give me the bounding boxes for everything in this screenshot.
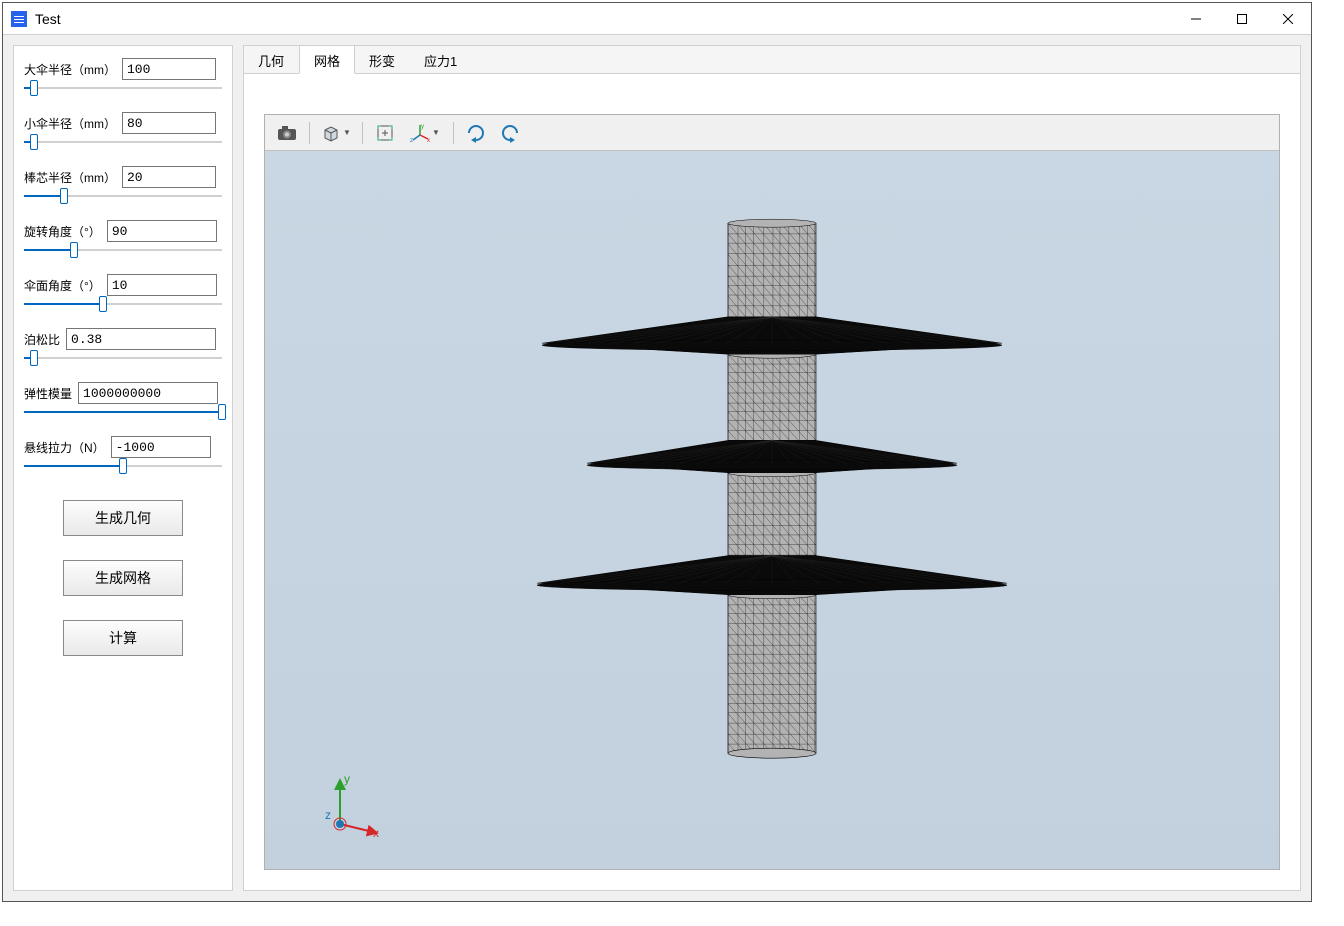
svg-text:y: y xyxy=(421,124,424,130)
axis-triad: y x z xyxy=(315,769,385,839)
param-input[interactable] xyxy=(111,436,211,458)
param-slider[interactable] xyxy=(24,300,222,308)
param-label: 棒芯半径（mm） xyxy=(24,169,116,186)
chevron-down-icon: ▼ xyxy=(432,128,440,137)
view-3d: ▼ x y z ▼ xyxy=(264,114,1280,870)
param-1: 小伞半径（mm） xyxy=(24,112,222,146)
svg-text:z: z xyxy=(325,808,331,822)
gen-geometry-button[interactable]: 生成几何 xyxy=(63,500,183,536)
param-input[interactable] xyxy=(122,112,216,134)
param-label: 大伞半径（mm） xyxy=(24,61,116,78)
rotate-ccw-icon[interactable] xyxy=(494,119,526,147)
param-slider[interactable] xyxy=(24,354,222,362)
param-3: 旋转角度（°） xyxy=(24,220,222,254)
param-input[interactable] xyxy=(122,58,216,80)
svg-text:x: x xyxy=(373,826,379,839)
close-button[interactable] xyxy=(1265,3,1311,35)
tab-3[interactable]: 应力1 xyxy=(410,46,472,73)
param-label: 弹性模量 xyxy=(24,385,72,402)
app-icon xyxy=(11,11,27,27)
param-6: 弹性模量 xyxy=(24,382,222,416)
cube-view-icon[interactable]: ▼ xyxy=(316,119,356,147)
calculate-button[interactable]: 计算 xyxy=(63,620,183,656)
param-input[interactable] xyxy=(122,166,216,188)
param-slider[interactable] xyxy=(24,192,222,200)
param-0: 大伞半径（mm） xyxy=(24,58,222,92)
svg-text:z: z xyxy=(410,138,413,143)
fit-view-icon[interactable] xyxy=(369,119,401,147)
maximize-button[interactable] xyxy=(1219,3,1265,35)
param-input[interactable] xyxy=(78,382,218,404)
rotate-cw-icon[interactable] xyxy=(460,119,492,147)
param-label: 小伞半径（mm） xyxy=(24,115,116,132)
parameter-panel: 大伞半径（mm） 小伞半径（mm） 棒芯半径（mm） 旋转角度（°） 伞面角度（°） 泊松… xyxy=(13,45,233,891)
gen-mesh-button[interactable]: 生成网格 xyxy=(63,560,183,596)
axis-select-icon[interactable]: x y z ▼ xyxy=(403,119,447,147)
param-input[interactable] xyxy=(107,274,217,296)
param-slider[interactable] xyxy=(24,246,222,254)
mesh-model xyxy=(522,213,1022,773)
chevron-down-icon: ▼ xyxy=(343,128,351,137)
param-5: 泊松比 xyxy=(24,328,222,362)
param-slider[interactable] xyxy=(24,138,222,146)
param-2: 棒芯半径（mm） xyxy=(24,166,222,200)
tab-bar: 几何网格形变应力1 xyxy=(244,46,1300,74)
tab-1[interactable]: 网格 xyxy=(299,45,355,74)
param-input[interactable] xyxy=(66,328,216,350)
view-toolbar: ▼ x y z ▼ xyxy=(265,115,1279,151)
camera-icon[interactable] xyxy=(271,119,303,147)
svg-text:x: x xyxy=(427,138,430,143)
param-label: 伞面角度（°） xyxy=(24,277,101,294)
param-label: 旋转角度（°） xyxy=(24,223,101,240)
param-7: 悬线拉力（N） xyxy=(24,436,222,470)
minimize-button[interactable] xyxy=(1173,3,1219,35)
param-slider[interactable] xyxy=(24,84,222,92)
param-slider[interactable] xyxy=(24,462,222,470)
titlebar: Test xyxy=(3,3,1311,35)
param-input[interactable] xyxy=(107,220,217,242)
param-label: 悬线拉力（N） xyxy=(24,439,105,456)
tab-0[interactable]: 几何 xyxy=(244,46,299,73)
window-title: Test xyxy=(35,11,61,27)
param-slider[interactable] xyxy=(24,408,222,416)
svg-text:y: y xyxy=(344,772,350,786)
main-panel: 几何网格形变应力1 ▼ xyxy=(243,45,1301,891)
tab-2[interactable]: 形变 xyxy=(355,46,410,73)
canvas-3d[interactable]: y x z xyxy=(265,151,1279,869)
param-label: 泊松比 xyxy=(24,331,60,348)
param-4: 伞面角度（°） xyxy=(24,274,222,308)
